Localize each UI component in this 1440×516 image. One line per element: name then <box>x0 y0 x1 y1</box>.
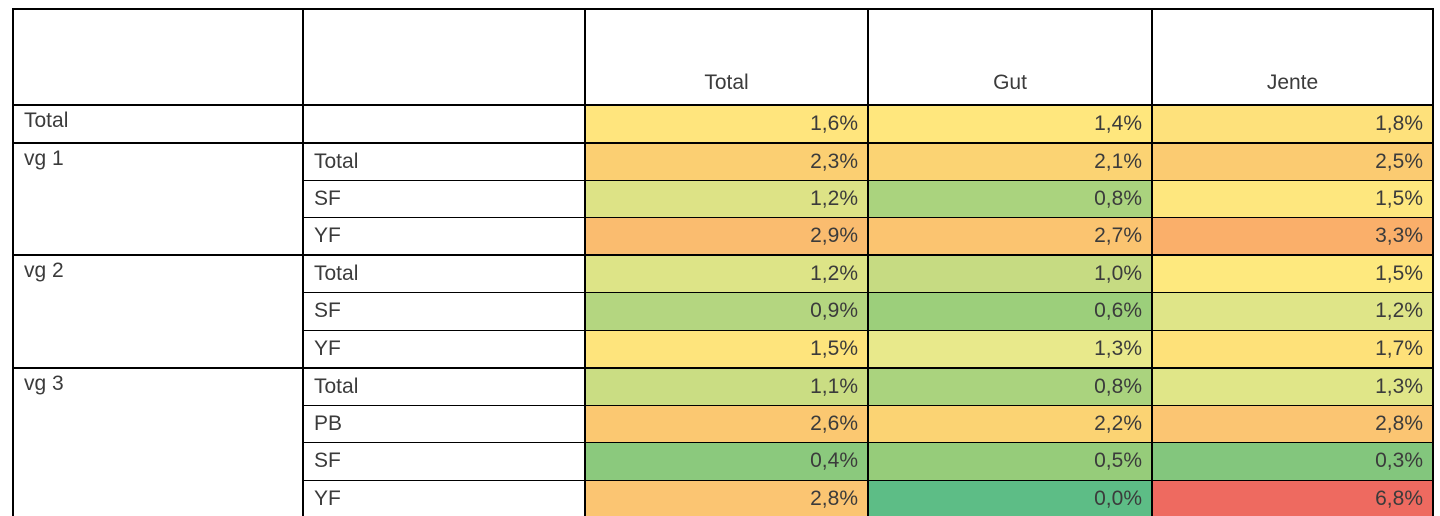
table-row: SF 1,2% 0,8% 1,5% <box>13 179 1433 218</box>
sub-label-cell: SF <box>302 292 585 330</box>
value-cell: 2,3% <box>584 141 868 180</box>
sub-label-cell: YF <box>302 217 585 255</box>
value-cell: 0,6% <box>867 292 1152 330</box>
table-row: YF 2,9% 2,7% 3,3% <box>13 217 1433 255</box>
group-label-cell: vg 1 <box>12 141 303 255</box>
value-cell: 2,9% <box>584 217 868 255</box>
value-cell: 1,5% <box>584 329 868 368</box>
value-cell: 1,2% <box>1151 292 1433 330</box>
sub-label-cell: Total <box>302 366 585 405</box>
value-cell: 0,5% <box>867 442 1152 480</box>
value-cell: 1,4% <box>867 104 1152 143</box>
heatmap-table: Total Gut Jente Total 1,6% 1,4% 1,8% vg 1 Tot… <box>12 8 1434 516</box>
header-empty-sub-cell <box>302 9 585 105</box>
sub-label-cell: Total <box>302 254 585 293</box>
value-cell: 1,1% <box>584 366 868 405</box>
table-row: PB 2,6% 2,2% 2,8% <box>13 404 1433 443</box>
value-cell: 2,7% <box>867 217 1152 255</box>
value-cell: 2,6% <box>584 404 868 443</box>
value-cell: 1,5% <box>1151 179 1433 218</box>
group-label-cell: Total <box>12 104 303 143</box>
header-row: Total Gut Jente <box>12 9 1433 105</box>
value-cell: 1,2% <box>584 254 868 293</box>
value-cell: 0,8% <box>867 179 1152 218</box>
sub-label-cell: YF <box>302 329 585 368</box>
table-body: Total 1,6% 1,4% 1,8% vg 1 Total 2,3% 2,1% 2,5% SF… <box>12 104 1433 516</box>
table-row: SF 0,9% 0,6% 1,2% <box>13 292 1433 330</box>
column-header-gut: Gut <box>867 9 1152 105</box>
value-cell: 2,5% <box>1151 141 1433 180</box>
value-cell: 0,8% <box>867 366 1152 405</box>
value-cell: 2,2% <box>867 404 1152 443</box>
value-cell: 1,8% <box>1151 104 1433 143</box>
table-row: vg 1 Total 2,3% 2,1% 2,5% <box>12 141 1433 255</box>
column-header-jente: Jente <box>1151 9 1433 105</box>
table-row: Total 1,6% 1,4% 1,8% <box>12 104 1433 143</box>
value-cell: 3,3% <box>1151 217 1433 255</box>
value-cell: 2,8% <box>584 479 868 516</box>
sub-label-cell: SF <box>302 442 585 480</box>
sub-label-cell: SF <box>302 179 585 218</box>
value-cell: 1,3% <box>1151 366 1433 405</box>
value-cell: 1,6% <box>584 104 868 143</box>
table-row: YF 1,5% 1,3% 1,7% <box>13 329 1433 368</box>
value-cell: 2,1% <box>867 141 1152 180</box>
value-cell: 6,8% <box>1151 479 1433 516</box>
value-cell: 1,3% <box>867 329 1152 368</box>
value-cell: 1,2% <box>584 179 868 218</box>
header-empty-group-cell <box>12 9 303 105</box>
value-cell: 0,9% <box>584 292 868 330</box>
value-cell: 1,5% <box>1151 254 1433 293</box>
table-header: Total Gut Jente <box>12 9 1433 105</box>
column-header-total: Total <box>584 9 868 105</box>
value-cell: 1,7% <box>1151 329 1433 368</box>
value-cell: 0,3% <box>1151 442 1433 480</box>
value-cell: 1,0% <box>867 254 1152 293</box>
value-cell: 0,4% <box>584 442 868 480</box>
table-row: vg 3 Total 1,1% 0,8% 1,3% <box>12 366 1433 516</box>
sub-label-cell <box>302 104 585 143</box>
value-cell: 0,0% <box>867 479 1152 516</box>
sub-label-cell: PB <box>302 404 585 443</box>
table-row: SF 0,4% 0,5% 0,3% <box>13 442 1433 480</box>
sub-label-cell: YF <box>302 479 585 516</box>
sub-label-cell: Total <box>302 141 585 180</box>
group-label-cell: vg 2 <box>12 254 303 368</box>
value-cell: 2,8% <box>1151 404 1433 443</box>
table-row: vg 2 Total 1,2% 1,0% 1,5% <box>12 254 1433 368</box>
table-row: YF 2,8% 0,0% 6,8% <box>13 479 1433 516</box>
group-label-cell: vg 3 <box>12 366 303 516</box>
